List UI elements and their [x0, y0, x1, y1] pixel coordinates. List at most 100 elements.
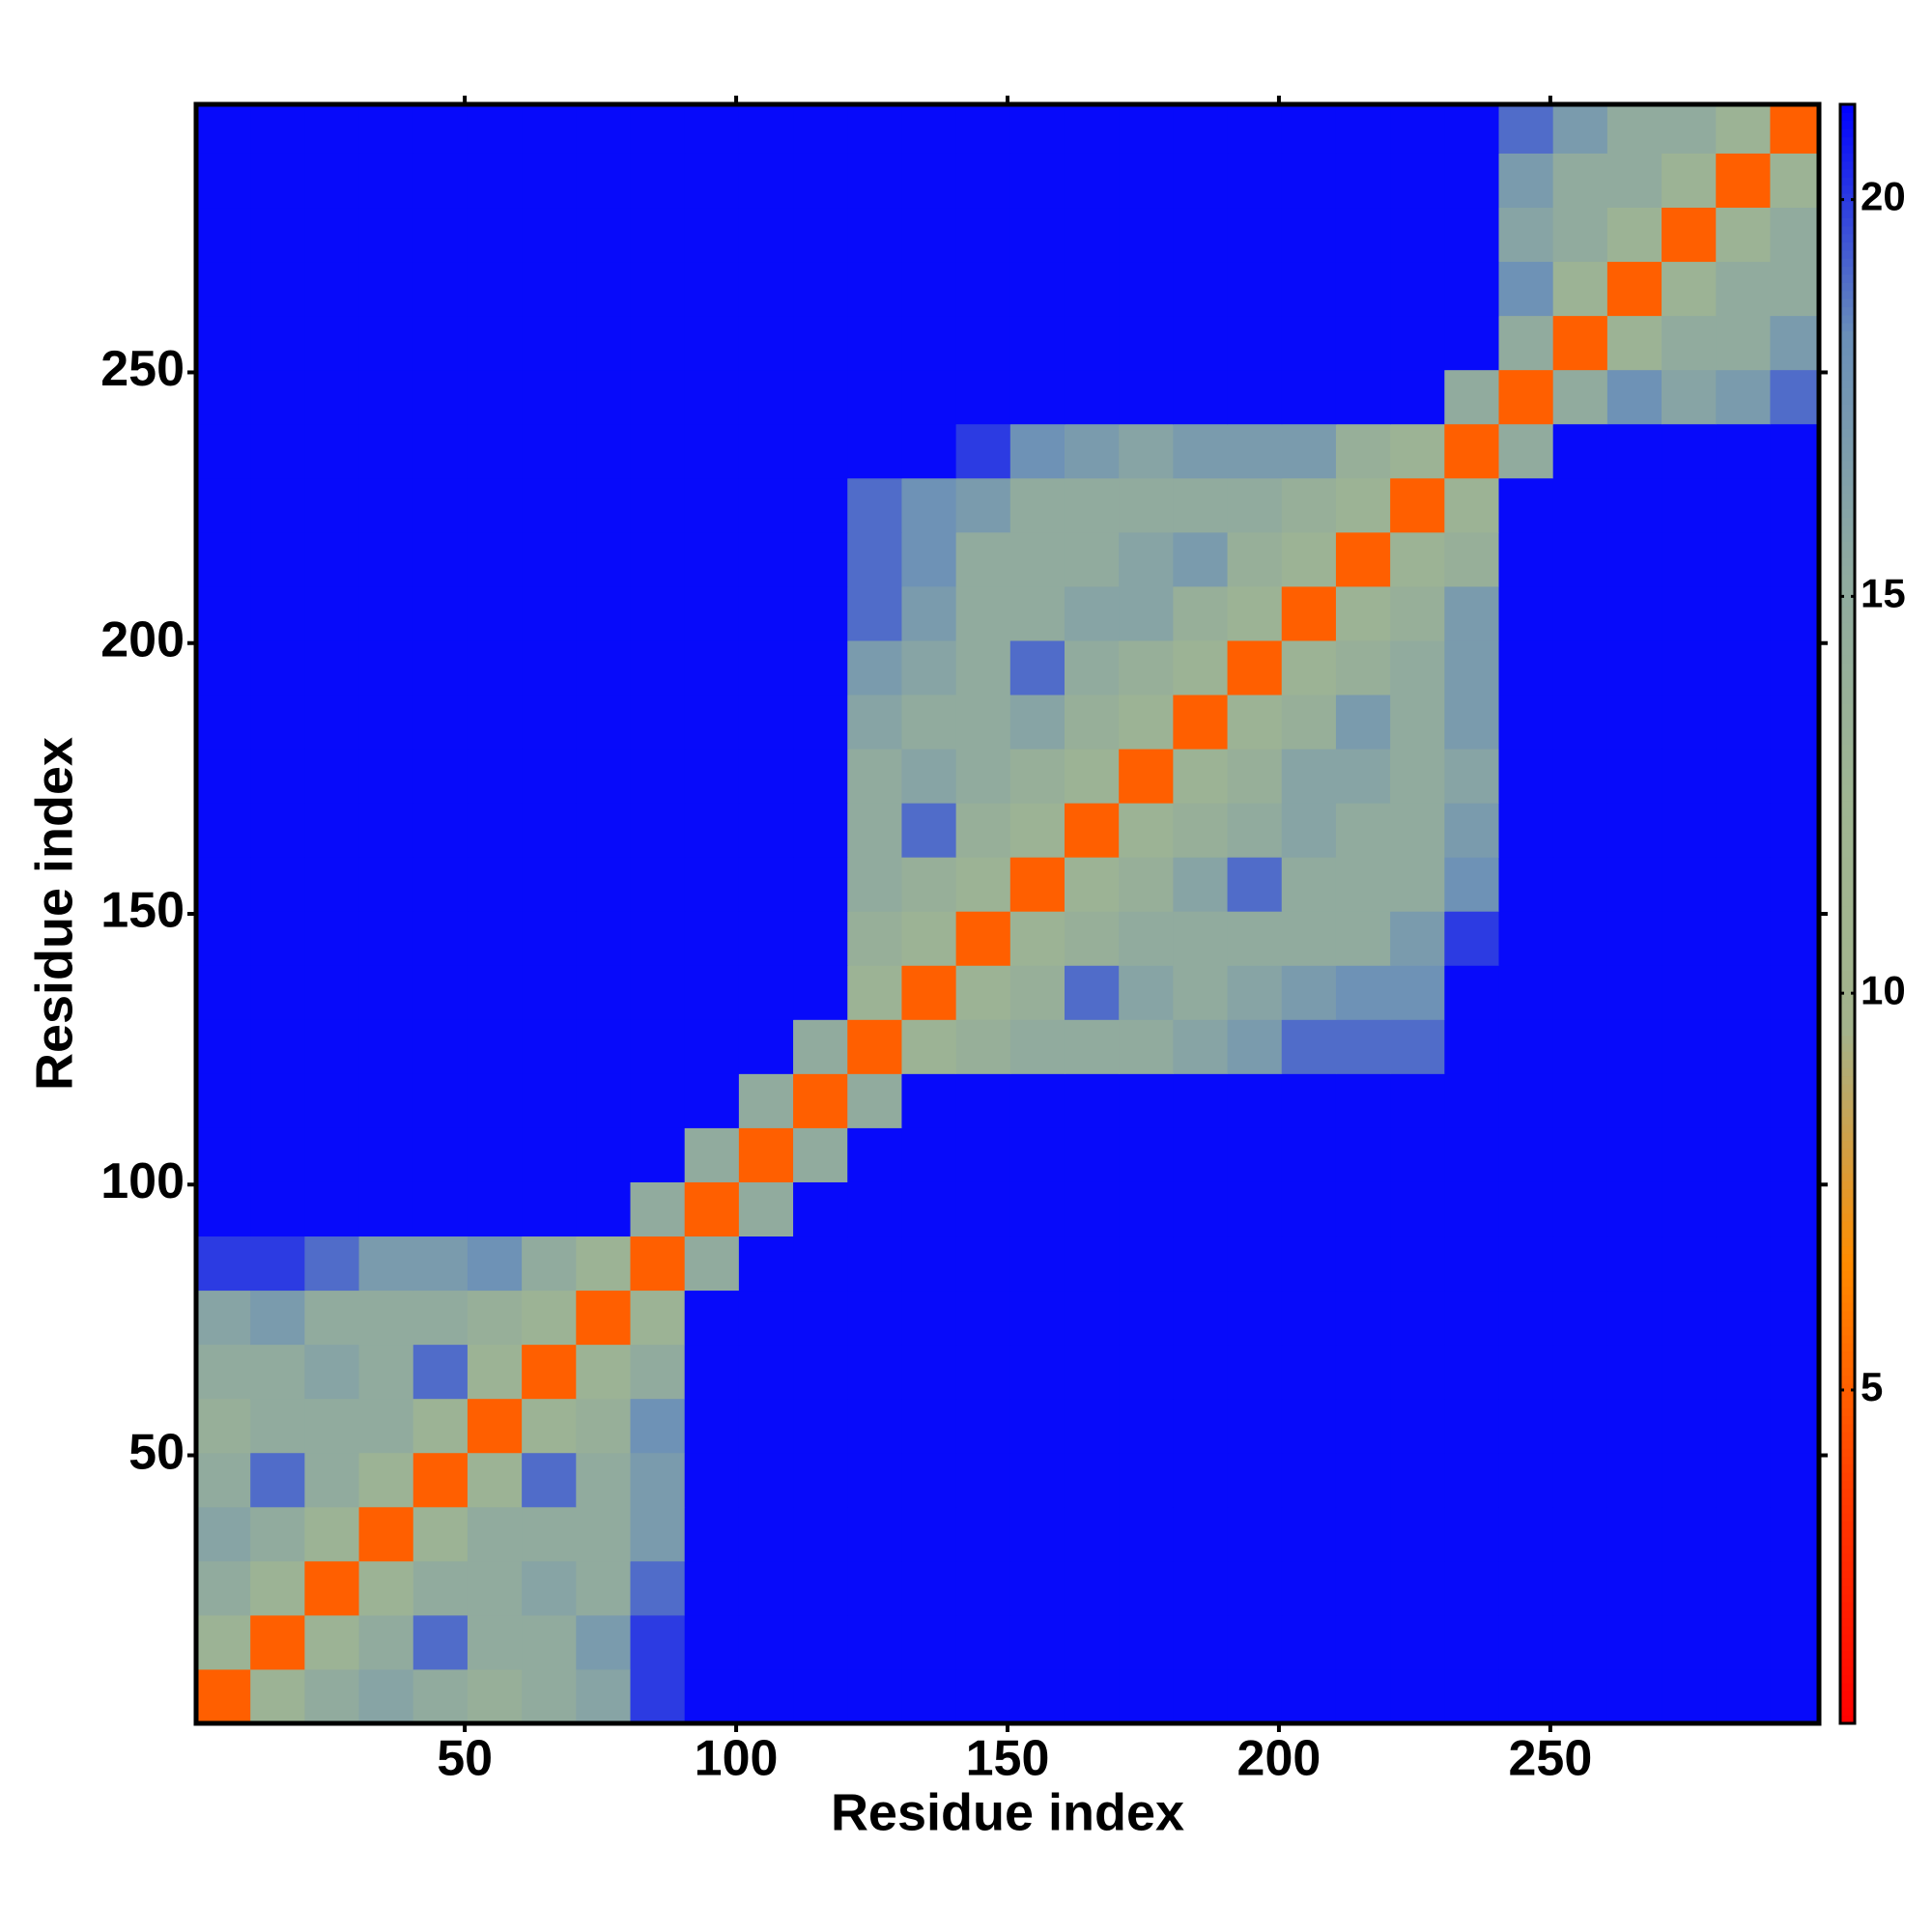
- heatmap-cell: [684, 911, 740, 966]
- heatmap-cell: [1498, 477, 1554, 533]
- colorbar-step: [1840, 922, 1855, 931]
- colorbar-step: [1840, 1302, 1855, 1312]
- heatmap-cell: [1281, 369, 1337, 425]
- heatmap-cell: [847, 585, 902, 641]
- heatmap-cell: [1498, 1127, 1554, 1182]
- heatmap-cell: [738, 1019, 794, 1074]
- heatmap-cell: [1119, 857, 1174, 912]
- heatmap-cell: [412, 1614, 469, 1670]
- heatmap-cell: [847, 477, 902, 533]
- heatmap-cell: [1770, 315, 1819, 371]
- heatmap-cell: [1716, 911, 1771, 966]
- heatmap-cell: [1498, 694, 1554, 750]
- heatmap-cell: [1281, 531, 1337, 587]
- heatmap-cell: [901, 1181, 957, 1237]
- heatmap-cell: [1770, 694, 1819, 750]
- heatmap-cell: [901, 423, 957, 479]
- colorbar-step: [1840, 1480, 1855, 1490]
- heatmap-cell: [684, 1073, 740, 1128]
- heatmap-cell: [1716, 1560, 1771, 1616]
- heatmap-cell: [1770, 423, 1819, 479]
- heatmap-cell: [955, 423, 1011, 479]
- heatmap-cell: [738, 1344, 794, 1400]
- colorbar-step: [1840, 363, 1855, 373]
- heatmap-cell: [1390, 423, 1445, 479]
- colorbar-step: [1840, 355, 1855, 364]
- heatmap-cell: [358, 803, 414, 858]
- colorbar-step: [1840, 654, 1855, 664]
- colorbar-step: [1840, 970, 1855, 980]
- heatmap-cell: [955, 1452, 1011, 1508]
- heatmap-cell: [1064, 1290, 1120, 1346]
- heatmap-cell: [1770, 965, 1819, 1020]
- heatmap-cell: [467, 965, 523, 1020]
- colorbar-step: [1840, 1602, 1855, 1611]
- heatmap-cell: [630, 477, 686, 533]
- heatmap-cell: [1009, 477, 1065, 533]
- colorbar-step: [1840, 752, 1855, 761]
- colorbar-step: [1840, 1707, 1855, 1717]
- heatmap-cell: [1498, 911, 1554, 966]
- colorbar-step: [1840, 1221, 1855, 1231]
- heatmap-cell: [1606, 1127, 1662, 1182]
- heatmap-cell: [847, 261, 902, 317]
- heatmap-cell: [1662, 1506, 1717, 1562]
- heatmap-cell: [1335, 1506, 1391, 1562]
- heatmap-cell: [1335, 911, 1391, 966]
- heatmap-cell: [1606, 153, 1662, 209]
- colorbar-step: [1840, 1642, 1855, 1652]
- heatmap-cell: [412, 477, 469, 533]
- heatmap-cell: [1444, 857, 1499, 912]
- colorbar-step: [1840, 1585, 1855, 1595]
- heatmap-cell: [847, 423, 902, 479]
- heatmap-cell: [1716, 1614, 1771, 1670]
- heatmap-cell: [901, 1019, 957, 1074]
- heatmap-cell: [1498, 965, 1554, 1020]
- heatmap-cell: [1335, 1236, 1391, 1292]
- heatmap-cell: [196, 639, 251, 696]
- heatmap-cell: [1227, 1506, 1283, 1562]
- heatmap-cell: [955, 369, 1011, 425]
- heatmap-cell: [1173, 153, 1229, 209]
- heatmap-cell: [412, 1398, 469, 1454]
- heatmap-cell: [1444, 1398, 1499, 1454]
- heatmap-cell: [304, 1127, 360, 1182]
- heatmap-cell: [955, 261, 1011, 317]
- heatmap-cell: [1444, 803, 1499, 858]
- heatmap-cell: [1770, 1560, 1819, 1616]
- colorbar-step: [1840, 1383, 1855, 1392]
- heatmap-cell: [1281, 585, 1337, 641]
- heatmap-cell: [1606, 261, 1662, 317]
- heatmap-cell: [1281, 1181, 1337, 1237]
- heatmap-cell: [955, 911, 1011, 966]
- heatmap-cell: [1716, 1452, 1771, 1508]
- heatmap-cell: [793, 639, 848, 696]
- heatmap-cell: [955, 531, 1011, 587]
- heatmap-cell: [1390, 1344, 1445, 1400]
- heatmap-cell: [358, 1236, 414, 1292]
- heatmap-cell: [304, 857, 360, 912]
- colorbar-step: [1840, 1003, 1855, 1012]
- colorbar-step: [1840, 1099, 1855, 1109]
- heatmap-cell: [738, 965, 794, 1020]
- heatmap-cell: [358, 1181, 414, 1237]
- heatmap-cell: [630, 1127, 686, 1182]
- colorbar-step: [1840, 1156, 1855, 1166]
- heatmap-cell: [1173, 1560, 1229, 1616]
- heatmap-cell: [1716, 423, 1771, 479]
- heatmap-cell: [1390, 639, 1445, 696]
- heatmap-cell: [1064, 1452, 1120, 1508]
- heatmap-cell: [1173, 1344, 1229, 1400]
- heatmap-cell: [1227, 694, 1283, 750]
- heatmap-cell: [1064, 1181, 1120, 1237]
- colorbar-step: [1840, 1537, 1855, 1547]
- heatmap-cell: [684, 261, 740, 317]
- heatmap-cell: [1606, 531, 1662, 587]
- heatmap-cell: [358, 749, 414, 804]
- heatmap-cell: [196, 1506, 251, 1562]
- heatmap-cell: [196, 1290, 251, 1346]
- heatmap-cell: [1335, 1127, 1391, 1182]
- colorbar-step: [1840, 153, 1855, 162]
- colorbar-step: [1840, 160, 1855, 170]
- heatmap-cell: [1444, 1181, 1499, 1237]
